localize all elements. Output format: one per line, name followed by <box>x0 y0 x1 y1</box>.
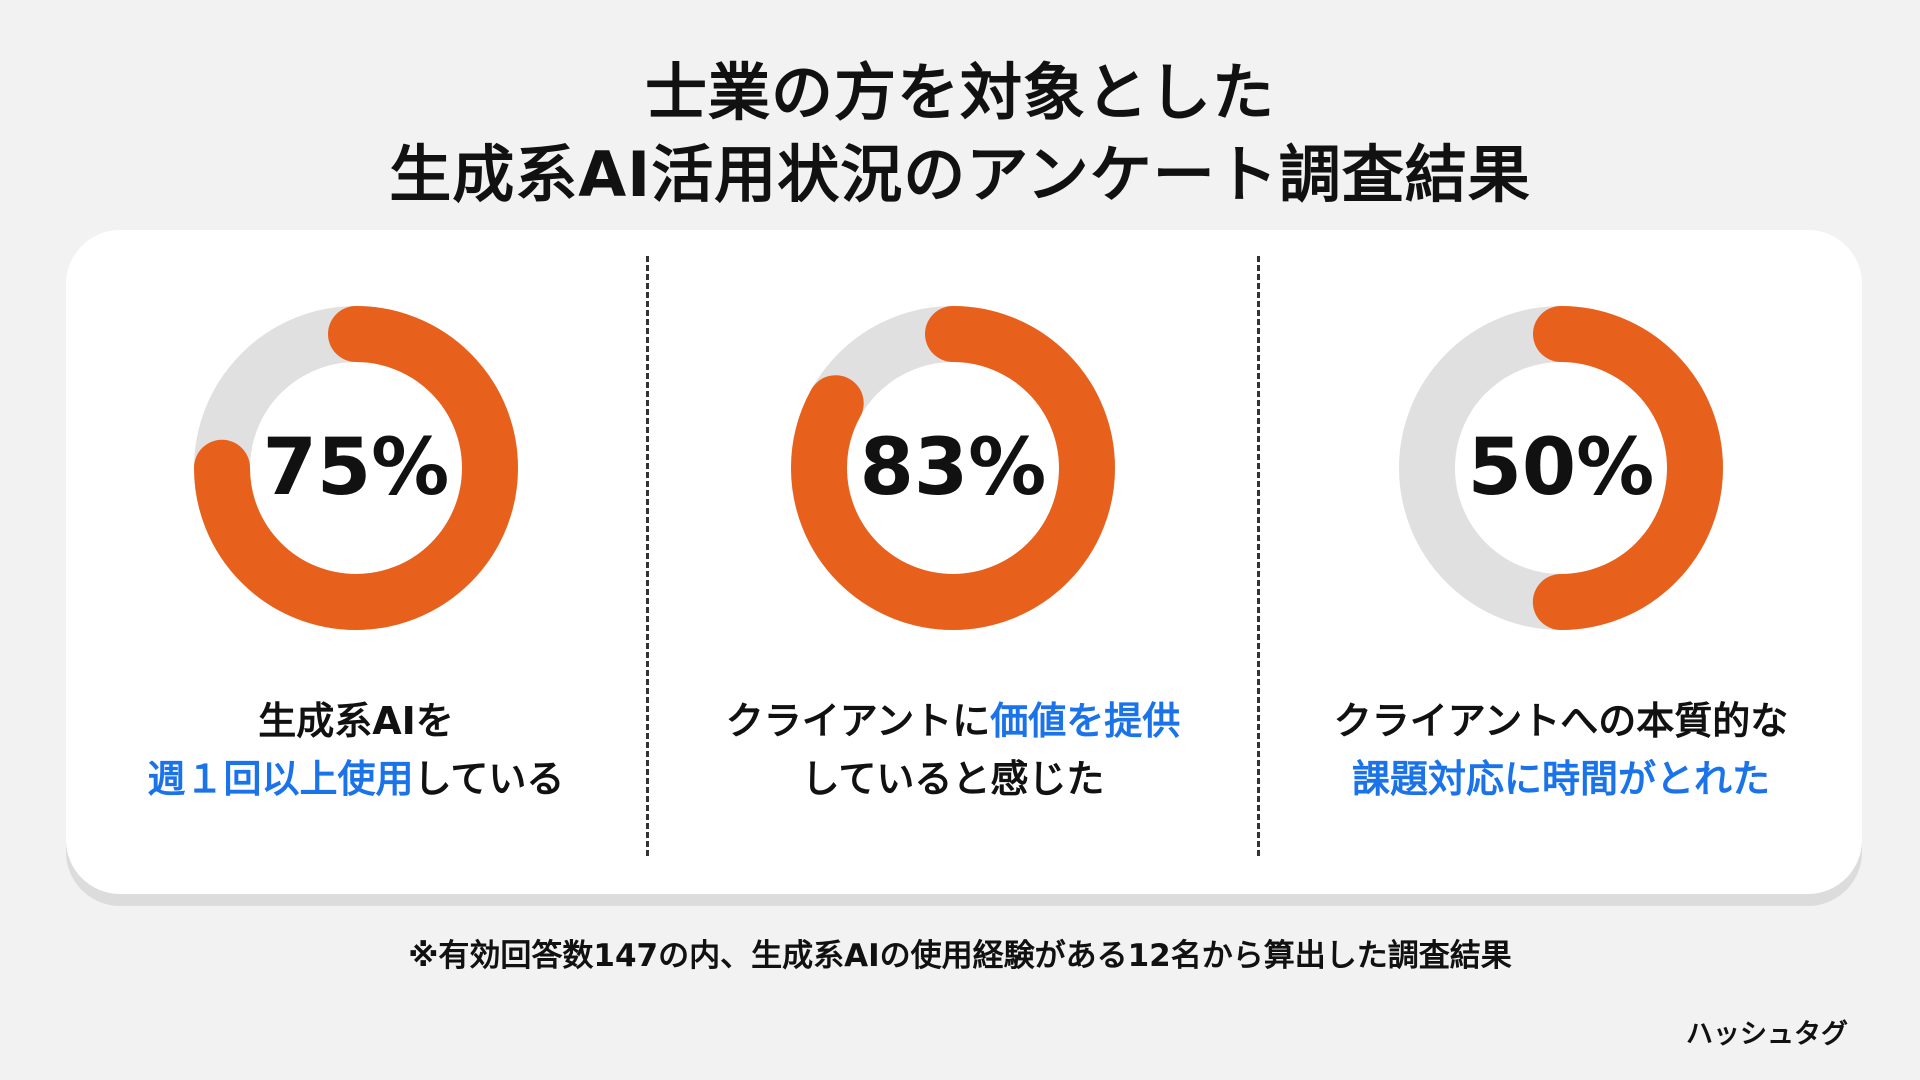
caption-highlight: 週１回以上使用 <box>147 757 414 801</box>
caption-line: 課題対応に時間がとれた <box>1260 750 1862 808</box>
results-card: 75% 生成系AIを週１回以上使用している 83% クライアントに価値を提供して… <box>66 230 1862 894</box>
caption-text: している <box>413 757 565 801</box>
donut-svg <box>791 306 1115 630</box>
donut-value-arc <box>1399 306 1723 630</box>
donut-svg <box>1399 306 1723 630</box>
result-panel-2: 83% クライアントに価値を提供していると感じた <box>649 230 1257 894</box>
page-title: 士業の方を対象とした 生成系AI活用状況のアンケート調査結果 <box>0 52 1920 216</box>
donut-value-arc <box>194 306 518 630</box>
result-panel-3: 50% クライアントへの本質的な 課題対応に時間がとれた <box>1260 230 1862 894</box>
caption-highlight: 価値を提供 <box>990 699 1181 743</box>
donut-value-label: 75% <box>262 423 450 513</box>
caption-3: クライアントへの本質的な 課題対応に時間がとれた <box>1260 692 1862 808</box>
caption-text: クライアントに <box>725 699 991 743</box>
caption-highlight: 課題対応に時間がとれた <box>1351 757 1770 801</box>
donut-value-label: 83% <box>859 423 1047 513</box>
caption-text: 生成系AIを <box>258 699 454 743</box>
donut-value-label: 50% <box>1467 423 1655 513</box>
brand-logo-text: ハッシュタグ <box>1686 1019 1848 1050</box>
donut-svg <box>194 306 518 630</box>
donut-chart-2: 83% <box>783 298 1123 638</box>
donut-chart-1: 75% <box>186 298 526 638</box>
result-panel-1: 75% 生成系AIを週１回以上使用している <box>66 230 646 894</box>
caption-line: 生成系AIを <box>66 692 646 750</box>
footnote: ※有効回答数147の内、生成系AIの使用経験がある12名から算出した調査結果 <box>408 938 1512 974</box>
caption-1: 生成系AIを週１回以上使用している <box>66 692 646 808</box>
caption-2: クライアントに価値を提供していると感じた <box>649 692 1257 808</box>
caption-text: クライアントへの本質的な <box>1333 699 1789 743</box>
donut-value-arc <box>791 306 1115 630</box>
caption-text: していると感じた <box>801 757 1105 801</box>
caption-line: クライアントへの本質的な <box>1260 692 1862 750</box>
caption-line: クライアントに価値を提供 <box>649 692 1257 750</box>
title-line-1: 士業の方を対象とした <box>644 56 1275 129</box>
donut-chart-3: 50% <box>1391 298 1731 638</box>
caption-line: していると感じた <box>649 750 1257 808</box>
dashed-divider <box>1257 256 1260 856</box>
title-line-2: 生成系AI活用状況のアンケート調査結果 <box>389 138 1531 211</box>
caption-line: 週１回以上使用している <box>66 750 646 808</box>
dashed-divider <box>646 256 649 856</box>
